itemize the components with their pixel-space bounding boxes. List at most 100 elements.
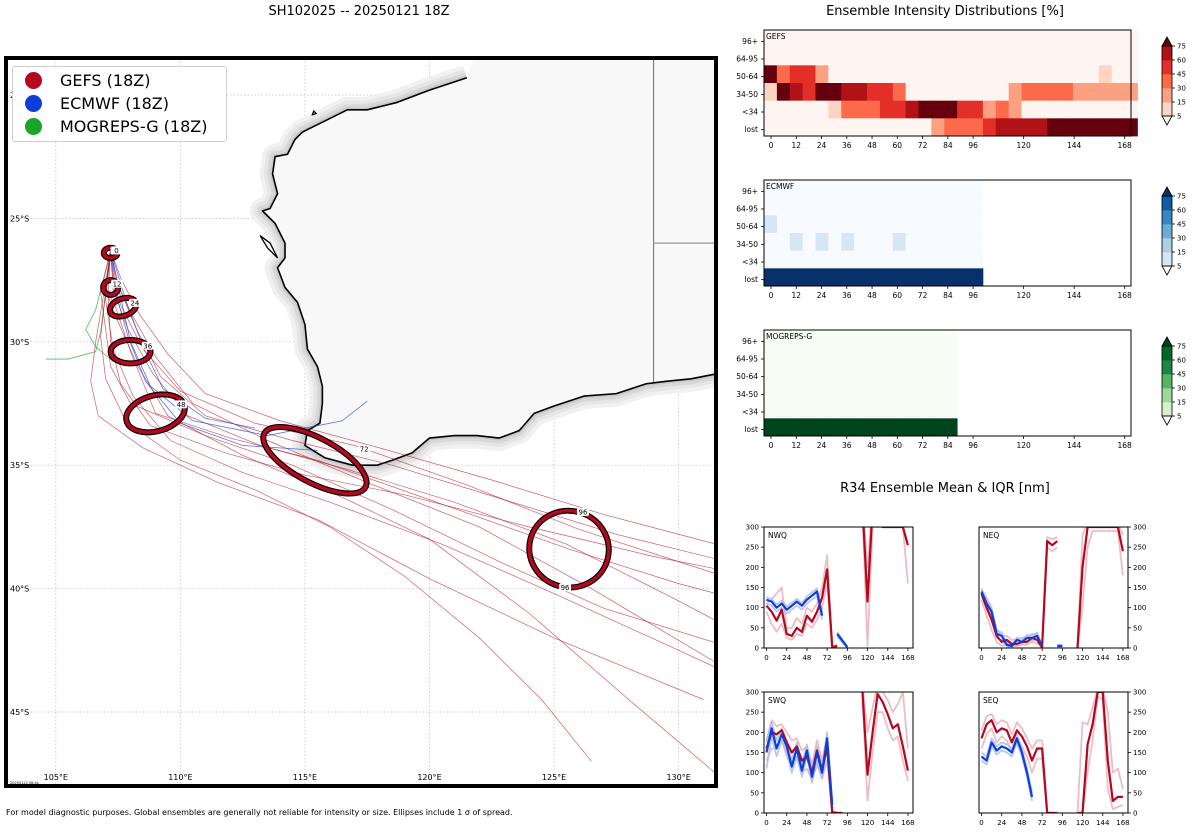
heatmap-cell [1021, 100, 1035, 119]
x-tick-label: 120 [1076, 654, 1089, 662]
map-frame [4, 56, 718, 788]
heatmap-cell [892, 365, 907, 384]
heatmap-cell [1073, 83, 1087, 102]
colorbar-segment [1162, 238, 1172, 253]
track-map[interactable]: 0 12 24 36 48 72 96 96 105°E 110°E 115°E 120°E 125°E… [0, 0, 720, 800]
row-label: 34-50 [736, 390, 758, 399]
y-tick-label: 200 [1133, 729, 1146, 737]
x-tick-label: 144 [1067, 141, 1082, 150]
y-tick-label: 250 [746, 709, 759, 717]
heatmap-cell [841, 268, 855, 287]
x-tick-label: 72 [1038, 654, 1047, 662]
ellipse-ring [108, 338, 153, 366]
heatmap-cell [776, 30, 791, 49]
heatmap-cell [905, 47, 919, 66]
row-label: 64-95 [736, 355, 758, 364]
x-tick-label: 168 [1118, 441, 1133, 450]
lon-tick-label: 115°E [293, 773, 317, 782]
heatmap-cell [918, 268, 932, 287]
heatmap-cell [970, 100, 984, 119]
heatmap-cell [944, 383, 958, 402]
colorbar-tick-label: 45 [1177, 71, 1186, 79]
mogreps-track [85, 250, 114, 362]
ecmwf-mean-line [766, 590, 849, 648]
ellipse-label-bg [111, 279, 124, 288]
heatmap-cell [879, 83, 894, 102]
x-tick-label: 72 [1038, 819, 1047, 827]
heatmap-cell [1034, 118, 1048, 137]
heatmap-cell [789, 400, 804, 419]
heatmap-cell [828, 30, 842, 49]
colorbar-extend-top [1161, 36, 1173, 47]
colorbar-segment [1162, 102, 1172, 117]
australia-land [262, 58, 716, 466]
heatmap-cell [879, 118, 894, 137]
panel-label: SEQ [983, 696, 998, 705]
x-tick-label: 72 [918, 441, 928, 450]
colorbar-tick-label: 75 [1177, 343, 1186, 351]
heatmap-label: GEFS [766, 32, 786, 41]
colorbar-segment [1162, 388, 1172, 403]
heatmap-cell [918, 47, 932, 66]
heatmap-cell [841, 118, 855, 137]
gefs-track [110, 250, 716, 545]
colorbar-frame [1161, 45, 1173, 117]
heatmap-cell [789, 65, 804, 84]
ellipse-label: 0 [114, 247, 118, 255]
heatmap-cell [841, 233, 855, 252]
heatmap-cell [789, 118, 804, 137]
heatmap-cell [841, 83, 855, 102]
heatmap-cell [854, 233, 868, 252]
legend-item-ecmwf: ECMWF (18Z) [25, 92, 169, 114]
x-tick-label: 0 [769, 441, 774, 450]
x-tick-label: 144 [881, 819, 895, 827]
row-label: 96+ [742, 37, 758, 46]
heatmap-cell [918, 365, 932, 384]
heatmap-cell [854, 47, 868, 66]
heatmap-cell [982, 100, 997, 119]
heatmap-cell [841, 180, 855, 199]
heatmap-cell [776, 418, 791, 437]
heatmap-label: MOGREPS-G [766, 332, 812, 341]
ellipse-label-bg [576, 507, 589, 516]
x-tick-label: 36 [842, 441, 852, 450]
heatmap-cell [970, 215, 984, 234]
forecast-ellipse [107, 336, 154, 367]
heatmap-cell [892, 268, 907, 287]
x-tick-label: 12 [791, 141, 801, 150]
heatmap-cell [905, 118, 919, 137]
heatmap-cell [776, 268, 791, 287]
row-label: lost [744, 125, 758, 134]
forecast-ellipse [260, 423, 370, 497]
heatmap-cell [1111, 65, 1125, 84]
heatmap-cell [944, 180, 958, 199]
island [259, 235, 279, 259]
heatmap-cell [1034, 83, 1048, 102]
heatmap-cell [1021, 83, 1035, 102]
colorbar-extend-top [1161, 186, 1173, 197]
heatmap-cell [892, 400, 907, 419]
y-tick-label: 50 [750, 624, 759, 632]
x-tick-label: 96 [843, 654, 852, 662]
heatmap-cell [867, 330, 881, 349]
colorbar-extend-top [1161, 336, 1173, 347]
gefs-mean-line [980, 527, 1124, 648]
row-label: lost [744, 275, 758, 284]
x-tick-label: 120 [1016, 291, 1031, 300]
x-tick-label: 96 [968, 441, 978, 450]
heatmap-cell [789, 197, 804, 216]
x-tick-label: 120 [1076, 819, 1089, 827]
colorbar-segment [1162, 46, 1172, 61]
heatmap-cell [841, 47, 855, 66]
heatmap-cell [970, 65, 984, 84]
heatmap-cell [892, 83, 907, 102]
heatmap-cell [879, 100, 894, 119]
x-tick-label: 144 [1096, 654, 1110, 662]
y-tick-label: 0 [755, 645, 759, 653]
colorbar-tick-label: 5 [1177, 413, 1181, 421]
heatmap-cell [789, 347, 804, 366]
heatmap-cell [854, 418, 868, 437]
colorbar-segment [1162, 360, 1172, 375]
heatmap-cell [867, 47, 881, 66]
heatmap-cell [931, 268, 945, 287]
